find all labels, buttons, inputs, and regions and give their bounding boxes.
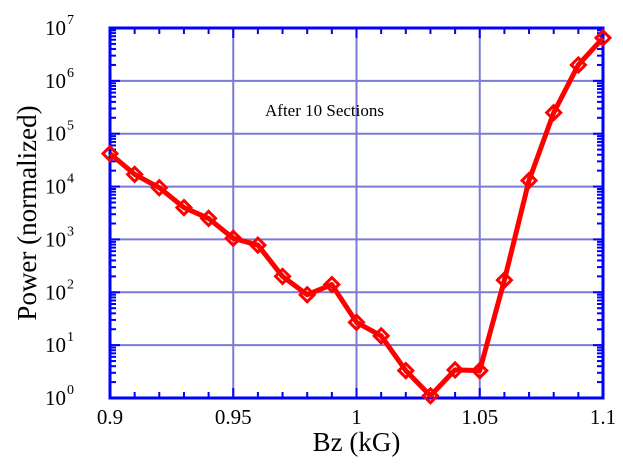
grid-lines xyxy=(110,28,603,398)
y-tick-exponent: 7 xyxy=(67,13,74,28)
x-tick-label: 0.9 xyxy=(97,405,123,429)
data-point xyxy=(125,165,144,184)
y-tick-label: 10 xyxy=(45,16,66,40)
data-line xyxy=(108,36,605,399)
data-point xyxy=(174,198,194,217)
y-tick-exponent: 0 xyxy=(67,383,74,398)
data-point xyxy=(273,267,292,286)
data-point xyxy=(248,236,268,255)
plot-frame xyxy=(108,26,605,400)
y-tick-label: 10 xyxy=(45,69,66,93)
y-tick-exponent: 6 xyxy=(67,66,74,81)
data-point xyxy=(495,270,514,290)
data-point xyxy=(470,361,489,380)
data-point xyxy=(298,285,317,304)
data-point xyxy=(322,275,341,294)
x-tick-labels: 0.9 0.95 1 1.05 1.1 xyxy=(97,405,616,429)
data-point xyxy=(150,178,169,197)
x-tick-label: 1 xyxy=(351,405,362,429)
data-point xyxy=(569,55,588,75)
y-tick-label: 10 xyxy=(45,333,66,357)
data-point xyxy=(100,144,120,163)
annotation: After 10 Sections xyxy=(265,101,384,120)
y-tick-exponent: 4 xyxy=(67,172,74,187)
y-tick-label: 10 xyxy=(45,386,66,410)
data-point xyxy=(372,326,391,345)
y-axis-title: Power (normalized) xyxy=(12,105,42,320)
y-tick-exponent: 5 xyxy=(67,119,74,134)
data-point xyxy=(519,171,539,190)
data-point xyxy=(445,360,465,380)
data-point xyxy=(544,103,563,122)
x-tick-label: 0.95 xyxy=(215,405,252,429)
x-axis-title: Bz (kG) xyxy=(313,427,401,457)
y-tick-label: 10 xyxy=(45,175,66,199)
x-tick-label: 1.1 xyxy=(590,405,616,429)
data-point xyxy=(396,361,415,380)
data-point xyxy=(224,229,243,248)
data-point xyxy=(593,28,613,48)
x-tick-label: 1.05 xyxy=(461,405,498,429)
y-tick-exponent: 3 xyxy=(67,224,74,239)
y-tick-exponent: 1 xyxy=(67,330,74,345)
y-tick-label: 10 xyxy=(45,227,66,251)
y-tick-label: 10 xyxy=(45,122,66,146)
y-tick-exponent: 2 xyxy=(67,277,74,292)
data-point xyxy=(421,386,440,405)
y-tick-label: 10 xyxy=(45,280,66,304)
data-point xyxy=(347,313,366,332)
series-line xyxy=(100,28,613,405)
data-point xyxy=(199,209,218,228)
